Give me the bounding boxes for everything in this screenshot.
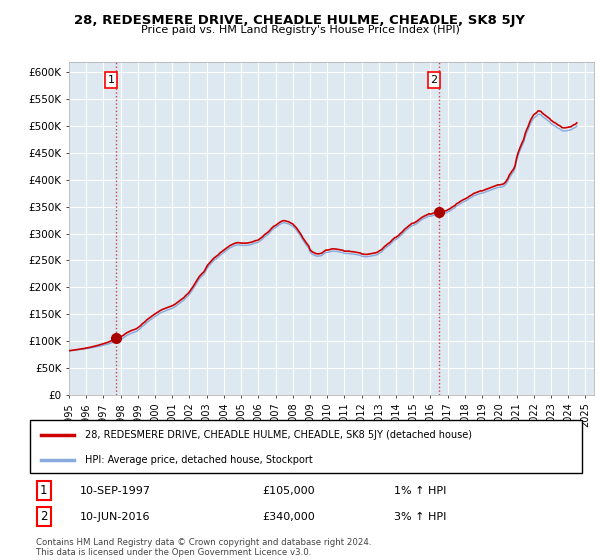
Text: 1% ↑ HPI: 1% ↑ HPI	[394, 486, 446, 496]
Text: 1: 1	[40, 484, 47, 497]
Text: Price paid vs. HM Land Registry's House Price Index (HPI): Price paid vs. HM Land Registry's House …	[140, 25, 460, 35]
Text: £340,000: £340,000	[262, 512, 314, 521]
Text: 10-JUN-2016: 10-JUN-2016	[80, 512, 150, 521]
Text: 28, REDESMERE DRIVE, CHEADLE HULME, CHEADLE, SK8 5JY: 28, REDESMERE DRIVE, CHEADLE HULME, CHEA…	[74, 14, 526, 27]
Text: 10-SEP-1997: 10-SEP-1997	[80, 486, 151, 496]
FancyBboxPatch shape	[30, 420, 582, 473]
Text: HPI: Average price, detached house, Stockport: HPI: Average price, detached house, Stoc…	[85, 455, 313, 465]
Text: £105,000: £105,000	[262, 486, 314, 496]
Text: 1: 1	[107, 75, 115, 85]
Text: 3% ↑ HPI: 3% ↑ HPI	[394, 512, 446, 521]
Text: Contains HM Land Registry data © Crown copyright and database right 2024.
This d: Contains HM Land Registry data © Crown c…	[35, 538, 371, 557]
Text: 2: 2	[40, 510, 47, 523]
Text: 28, REDESMERE DRIVE, CHEADLE HULME, CHEADLE, SK8 5JY (detached house): 28, REDESMERE DRIVE, CHEADLE HULME, CHEA…	[85, 430, 472, 440]
Text: 2: 2	[430, 75, 437, 85]
